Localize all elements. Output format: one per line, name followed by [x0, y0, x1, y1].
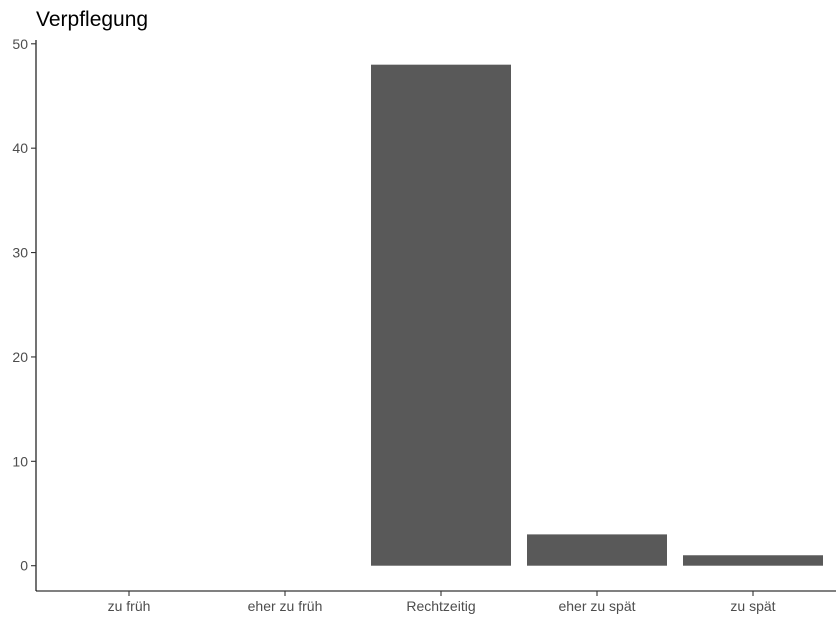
y-axis: 0 10 20 30 40 50 — [12, 36, 37, 591]
x-tick-label-0: zu früh — [108, 598, 151, 614]
x-tick-label-2: Rechtzeitig — [406, 598, 475, 614]
x-tick-label-3: eher zu spät — [558, 598, 635, 614]
bar-4 — [683, 555, 823, 566]
y-tick-label-3: 30 — [12, 245, 28, 261]
y-tick-label-5: 50 — [12, 36, 28, 52]
x-tick-label-4: zu spät — [730, 598, 775, 614]
bar-3 — [527, 534, 667, 566]
y-tick-label-0: 0 — [20, 558, 28, 574]
y-tick-label-2: 20 — [12, 349, 28, 365]
x-tick-label-1: eher zu früh — [248, 598, 323, 614]
x-axis: zu früh eher zu früh Rechtzeitig eher zu sp… — [36, 590, 836, 614]
y-tick-label-1: 10 — [12, 453, 28, 469]
bar-2 — [371, 64, 511, 566]
y-tick-label-4: 40 — [12, 140, 28, 156]
bars-group — [371, 64, 823, 566]
chart-title: Verpflegung — [36, 8, 148, 31]
